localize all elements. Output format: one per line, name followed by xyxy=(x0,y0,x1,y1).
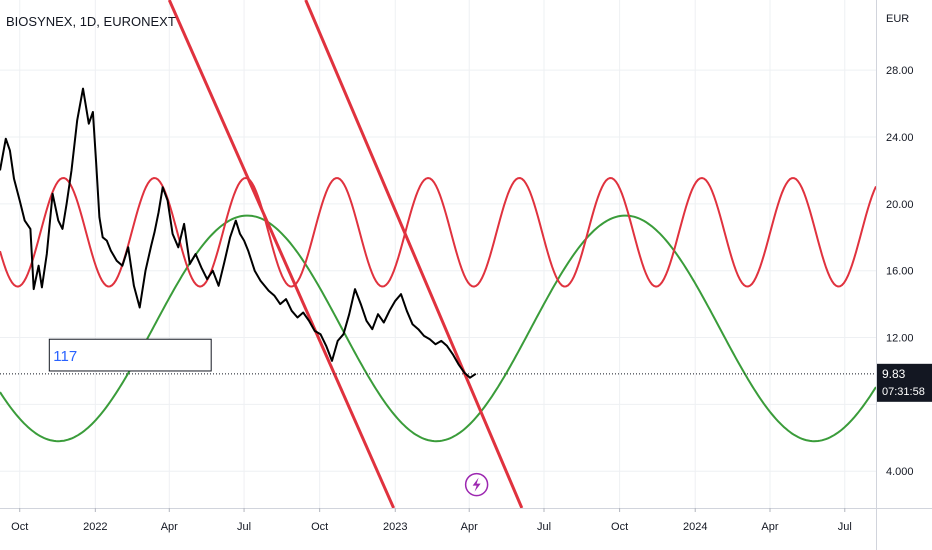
chart-series xyxy=(0,87,489,497)
x-tick-label: Jul xyxy=(838,521,852,533)
chart-overlays: 117 xyxy=(0,0,876,508)
lightning-icon xyxy=(472,477,481,492)
x-tick-label: Oct xyxy=(311,521,328,533)
y-tick-label: 16.00 xyxy=(886,266,914,278)
y-tick-label: 20.00 xyxy=(886,199,914,211)
trend-channel-line xyxy=(167,0,395,508)
x-tick-label: Apr xyxy=(161,521,178,533)
red-cycle-line xyxy=(0,176,876,288)
price-line xyxy=(0,87,477,379)
x-tick-label: Apr xyxy=(461,521,478,533)
x-tick-label: 2022 xyxy=(83,521,107,533)
x-tick-label: Apr xyxy=(761,521,778,533)
x-tick-label: 2024 xyxy=(683,521,707,533)
x-tick-label: Oct xyxy=(611,521,628,533)
bar-countdown: 07:31:58 xyxy=(882,386,925,398)
x-tick-label: 2023 xyxy=(383,521,407,533)
last-price-value: 9.83 xyxy=(882,367,906,381)
trend-channel-line xyxy=(304,0,524,508)
symbol-header: BIOSYNEX, 1D, EURONEXT xyxy=(6,14,176,29)
y-tick-label: 28.00 xyxy=(886,65,914,77)
x-tick-label: Oct xyxy=(11,521,28,533)
y-tick-label: 4.000 xyxy=(886,466,914,478)
annotation-label: 117 xyxy=(53,348,77,365)
last-price-badge xyxy=(877,363,932,402)
annotation-box xyxy=(48,338,212,372)
y-tick-label: 12.00 xyxy=(886,333,914,345)
currency-label: EUR xyxy=(886,13,909,25)
chart-grid xyxy=(0,0,876,508)
x-tick-label: Jul xyxy=(537,521,551,533)
green-cycle-line xyxy=(0,214,876,443)
x-tick-label: Jul xyxy=(237,521,251,533)
y-tick-label: 24.00 xyxy=(886,132,914,144)
